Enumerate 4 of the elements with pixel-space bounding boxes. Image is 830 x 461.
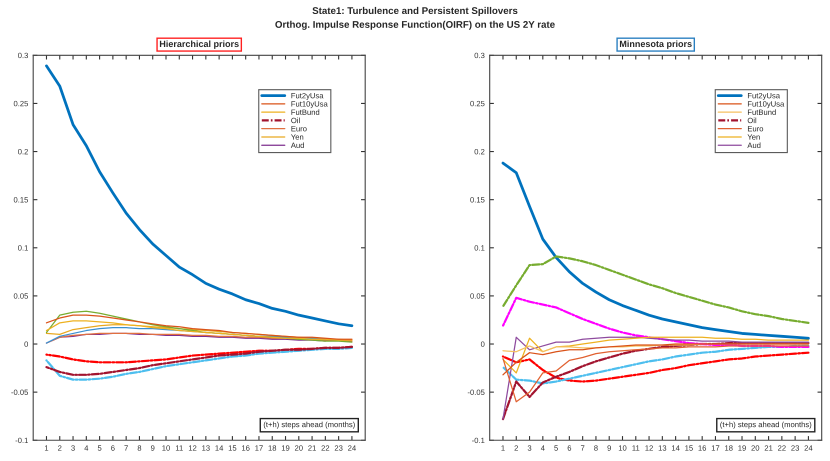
chart-title: Minnesota priors xyxy=(620,40,692,49)
text: State1: Turbulence and Persistent Spillovers xyxy=(312,6,518,16)
text: Orthog. Impulse Response Function(OIRF) on the US 2Y rate xyxy=(275,20,555,30)
chart-title: Hierarchical priors xyxy=(160,40,239,49)
